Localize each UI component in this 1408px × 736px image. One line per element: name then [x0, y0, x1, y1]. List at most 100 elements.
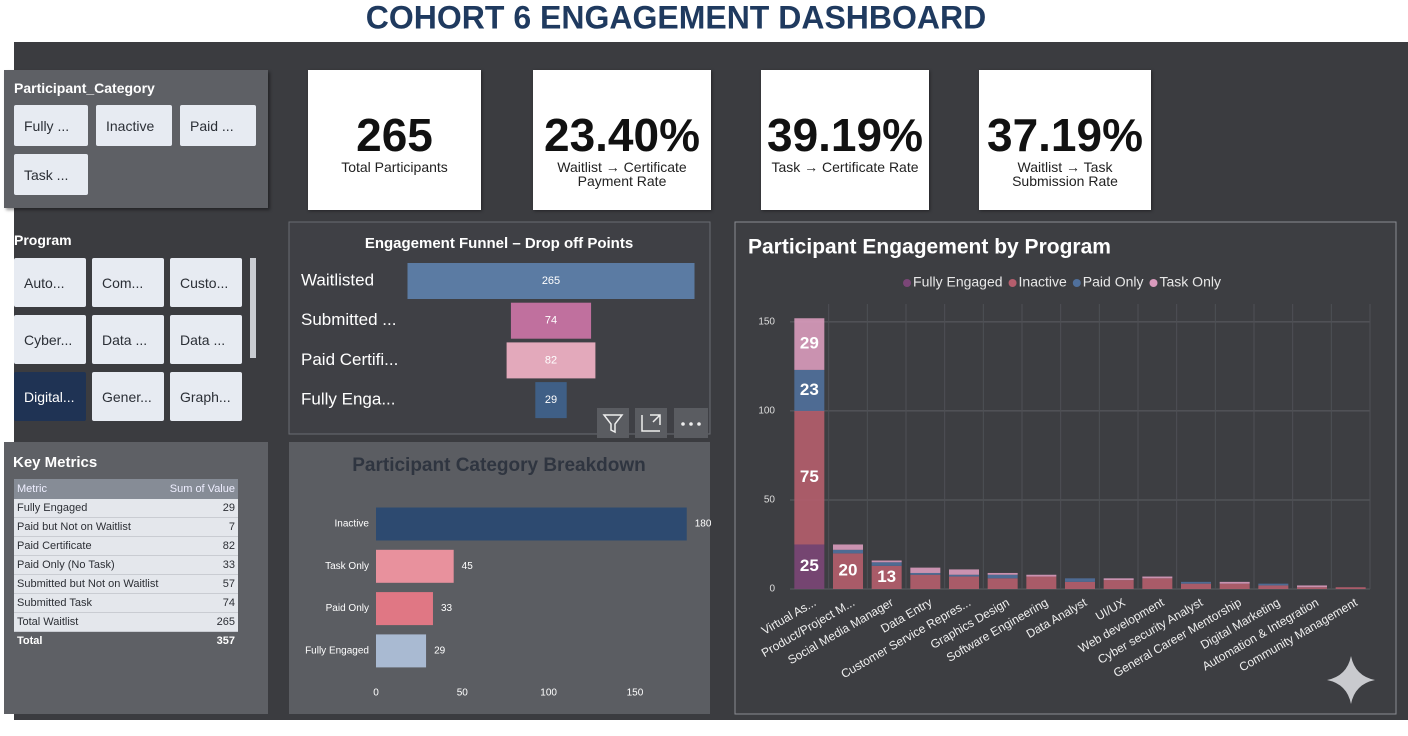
bar [376, 634, 427, 668]
x-tick-label: 50 [457, 688, 469, 699]
legend-label: Fully Engaged [913, 274, 1003, 290]
slicer-button[interactable]: Task ... [14, 154, 88, 195]
kpi-label: Task → Certificate Rate [771, 159, 919, 175]
table-row: Paid Only (No Task) 33 [14, 555, 238, 575]
bar-segment [1181, 581, 1211, 584]
bar-segment [1258, 583, 1289, 586]
kpi-value: 265 [356, 109, 433, 161]
category-label: Waitlisted [301, 270, 374, 289]
category-label: Task Only [325, 561, 369, 572]
table-cell: 265 [165, 612, 238, 632]
slicer-button[interactable]: Graph... [170, 372, 242, 421]
funnel-panel [288, 221, 711, 435]
data-label: 29 [434, 646, 446, 657]
bar [376, 549, 454, 583]
data-label: 74 [545, 315, 557, 327]
sparkle-icon [1327, 656, 1375, 704]
data-label: 33 [441, 603, 453, 614]
bar [376, 592, 433, 626]
bar-segment [1219, 581, 1250, 584]
category-label: Paid Certifi... [301, 350, 398, 369]
data-label: 82 [545, 354, 557, 366]
kpi-value: 37.19% [986, 109, 1143, 161]
slicer-button[interactable]: Fully ... [14, 105, 88, 146]
table-cell: Submitted Task [14, 593, 166, 613]
kpi-value: 39.19% [766, 109, 923, 161]
dot [681, 422, 685, 426]
kpi-label: Total Participants [341, 159, 448, 175]
slicer-button[interactable]: Com... [92, 258, 164, 307]
dot [689, 422, 693, 426]
slicer-button[interactable]: Digital... [14, 372, 86, 421]
table-cell: Submitted but Not on Waitlist [14, 574, 166, 594]
column-header: Sum of Value [165, 479, 238, 499]
bar [376, 507, 687, 541]
funnel-bar [506, 342, 596, 379]
table-cell: Total [17, 635, 43, 647]
legend-marker [1008, 279, 1017, 287]
data-label: 20 [839, 561, 858, 580]
legend-label: Paid Only [1083, 274, 1144, 290]
focus-icon [641, 414, 661, 432]
slicer-button[interactable]: Custo... [170, 258, 242, 307]
table-cell: 57 [165, 574, 238, 594]
slicer-button[interactable]: Paid ... [180, 105, 256, 146]
program-panel [734, 221, 1397, 715]
focus-button[interactable] [635, 408, 667, 438]
kpi-card: 39.19% Task → Certificate Rate [761, 70, 929, 210]
metrics-table: Metric Sum of Value Fully Engaged 29 Paid b… [14, 479, 238, 650]
legend-marker [1149, 279, 1158, 287]
bar-segment [1026, 574, 1057, 577]
slicer-items: Auto... Com... Custo... Cyber... Data ... Dat… [14, 258, 242, 421]
x-tick-label: 0 [373, 688, 379, 699]
slicer-button[interactable]: Inactive [96, 105, 172, 146]
scrollbar[interactable] [250, 258, 256, 358]
kpi-label: Waitlist → Certificate Payment Rate [557, 159, 687, 189]
bar-segment [910, 572, 941, 575]
data-label: 23 [800, 380, 819, 399]
x-tick-label: 100 [540, 688, 557, 699]
bar-segment [871, 562, 902, 566]
bar-segment [1065, 578, 1095, 582]
bar-segment [833, 553, 863, 589]
data-label: 13 [877, 567, 896, 586]
table-cell: Paid but Not on Waitlist [14, 517, 166, 537]
bar-segment [871, 560, 902, 563]
slicer-items: Fully ... Inactive Paid ... Task ... [14, 105, 256, 195]
data-label: 75 [800, 467, 819, 486]
table-cell: 357 [216, 635, 235, 647]
table-row: Paid Certificate 82 [14, 536, 238, 556]
visual-toolbar [597, 408, 708, 438]
bar-segment [833, 544, 863, 550]
slicer-button[interactable]: Gener... [92, 372, 164, 421]
slicer-button[interactable]: Data ... [92, 315, 164, 364]
data-label: 45 [462, 561, 474, 572]
bar-segment [794, 369, 825, 411]
table-cell: 33 [165, 555, 238, 575]
bar-segment [833, 549, 863, 554]
dot [697, 422, 701, 426]
chart-title: Participant Category Breakdown [352, 455, 646, 476]
category-label: Fully Engaged [305, 646, 369, 657]
slicer-button[interactable]: Auto... [14, 258, 86, 307]
kpi-card: 23.40% Waitlist → Certificate Payment Rat… [533, 70, 711, 210]
slicer-button[interactable]: Cyber... [14, 315, 86, 364]
filter-button[interactable] [597, 408, 629, 438]
legend: Fully Engaged Inactive Paid Only Task Only [903, 274, 1221, 290]
bar-segment [1219, 583, 1250, 589]
funnel-bar [510, 302, 592, 339]
y-tick-label: 150 [758, 316, 775, 327]
bar-segment [987, 574, 1018, 579]
bar-segment [1103, 578, 1134, 581]
kpi-card: 37.19% Waitlist → Task Submission Rate [979, 70, 1151, 210]
y-tick-label: 100 [758, 406, 775, 417]
slicer: Participant_Category Fully ... Inactive Pa… [4, 70, 268, 208]
chart-title: Participant Engagement by Program [748, 236, 1111, 259]
kpi-card: 265 Total Participants [308, 70, 481, 210]
bar-segment [1258, 585, 1289, 589]
legend-label: Inactive [1019, 274, 1067, 290]
slicer-button[interactable]: Data ... [170, 315, 242, 364]
bar-segment [794, 410, 825, 545]
funnel-bar [535, 382, 567, 419]
